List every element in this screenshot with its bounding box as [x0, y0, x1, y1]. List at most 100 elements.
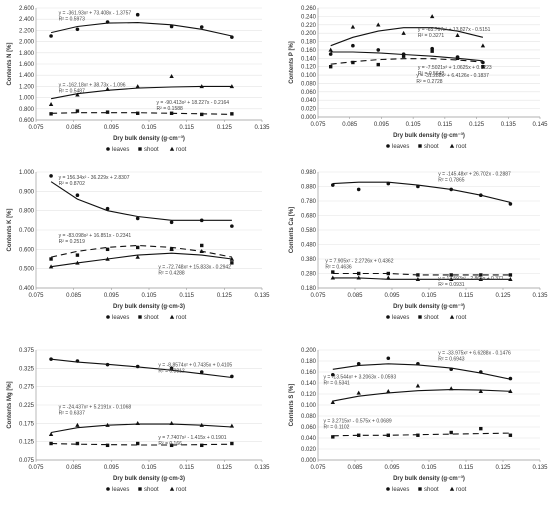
legend-marker-root: [169, 314, 175, 319]
y-tick-label: 0.000: [301, 458, 317, 464]
chart-panel-5: 0.075 0.125 0.175 0.225 0.275 0.325 0.375 0.075…: [7, 348, 270, 493]
x-tick-label: 0.085: [342, 122, 358, 128]
legend-label-root: root: [176, 147, 187, 153]
x-tick-label: 0.085: [66, 465, 82, 471]
point-root: [386, 275, 391, 280]
legend-label-leaves: leaves: [112, 487, 129, 493]
x-tick-label: 0.115: [179, 125, 194, 131]
point-root: [508, 388, 513, 393]
legend: leaves shoot root: [106, 146, 187, 153]
x-tick-label: 0.145: [532, 122, 548, 128]
x-tick-label: 0.135: [254, 293, 270, 299]
y-tick-label: 0.375: [19, 348, 35, 354]
r-squared-leaves: R² = 0.5973: [59, 17, 85, 23]
x-tick-label: 0.125: [469, 122, 485, 128]
x-tick-label: 0.125: [217, 293, 233, 299]
x-tick-label: 0.085: [347, 293, 363, 299]
y-tick-label: 0.680: [301, 214, 317, 220]
point-leaves: [135, 216, 140, 221]
point-leaves: [75, 359, 80, 363]
point-shoot: [200, 243, 204, 248]
point-shoot: [351, 60, 355, 65]
x-tick-label: 0.075: [310, 122, 326, 128]
y-tick-label: 0.020: [301, 447, 317, 453]
x-tick-label: 0.135: [532, 293, 548, 299]
x-tick-label: 0.095: [384, 293, 400, 299]
point-shoot: [357, 271, 361, 276]
x-tick-label: 0.105: [141, 125, 157, 131]
point-root: [480, 43, 486, 48]
y-tick-label: 2.400: [19, 17, 35, 23]
legend-marker-shoot: [418, 487, 422, 491]
point-shoot: [75, 109, 80, 113]
legend-label-shoot: shoot: [144, 487, 159, 493]
point-root: [169, 247, 174, 252]
y-tick-label: 0.900: [19, 189, 35, 195]
legend: leaves shoot root: [386, 314, 467, 321]
y-tick-label: 0.040: [301, 436, 317, 442]
x-tick-label: 0.075: [28, 293, 44, 299]
r-squared-shoot: R² = 0.1102: [324, 425, 350, 431]
point-root: [48, 102, 54, 107]
legend-marker-shoot: [418, 144, 422, 148]
y-tick-label: 1.400: [19, 73, 35, 79]
point-root: [449, 277, 454, 281]
point-root: [105, 86, 110, 91]
y-tick-label: 0.380: [301, 257, 317, 263]
trendline-root: [330, 27, 484, 47]
point-leaves: [49, 34, 53, 38]
x-tick-label: 0.075: [28, 465, 44, 471]
point-root: [75, 260, 80, 265]
legend: leaves shoot root: [386, 486, 467, 493]
x-tick-label: 0.135: [254, 465, 270, 471]
x-tick-label: 0.075: [28, 125, 44, 131]
equation-leaves: y = -361.93x² + 73.408x - 1.3757: [59, 11, 132, 17]
point-leaves: [199, 25, 204, 29]
x-tick-label: 0.115: [459, 465, 474, 471]
legend-label-root: root: [176, 487, 187, 493]
y-tick-label: 0.120: [301, 392, 317, 398]
x-tick-label: 0.125: [495, 293, 511, 299]
x-tick-label: 0.085: [66, 125, 82, 131]
r-squared-root: R² = 0.4288: [158, 271, 184, 277]
point-root: [135, 421, 140, 426]
point-leaves: [416, 184, 420, 189]
point-root: [415, 277, 421, 281]
point-root: [429, 14, 435, 19]
y-tick-label: 0.275: [19, 385, 35, 391]
point-root: [135, 84, 140, 89]
point-leaves: [75, 27, 80, 32]
legend: leaves shoot root: [386, 143, 467, 150]
equation-leaves: y = -8.8574x² + 0.7435x + 0.4105: [158, 363, 232, 369]
point-root: [455, 32, 460, 37]
point-shoot: [455, 56, 460, 61]
y-tick-label: 0.180: [301, 40, 317, 46]
x-tick-label: 0.115: [459, 293, 474, 299]
equation-root: y = -13.544x² + 3.2063x - 0.0593: [324, 375, 397, 381]
y-tick-label: 0.040: [301, 98, 317, 104]
point-shoot: [416, 273, 420, 277]
x-tick-label: 0.075: [310, 293, 326, 299]
point-root: [229, 84, 235, 89]
y-tick-label: 0.580: [301, 228, 317, 234]
equation-shoot: y = 3.2715x² - 0.575x + 0.0689: [324, 419, 392, 425]
y-tick-label: 0.480: [301, 243, 317, 249]
point-root: [478, 388, 483, 393]
point-leaves: [386, 181, 391, 186]
x-tick-label: 0.125: [495, 465, 511, 471]
point-leaves: [331, 372, 335, 377]
y-tick-label: 1.000: [19, 170, 35, 176]
point-root: [105, 422, 110, 427]
chart-panel-2: 0.000 0.020 0.040 0.060 0.080 0.100 0.120 0.140…: [289, 6, 548, 150]
legend-marker-shoot: [138, 147, 142, 151]
point-leaves: [75, 193, 80, 197]
r-squared-leaves: R² = 0.7865: [438, 178, 464, 184]
y-tick-label: 0.500: [19, 267, 35, 273]
